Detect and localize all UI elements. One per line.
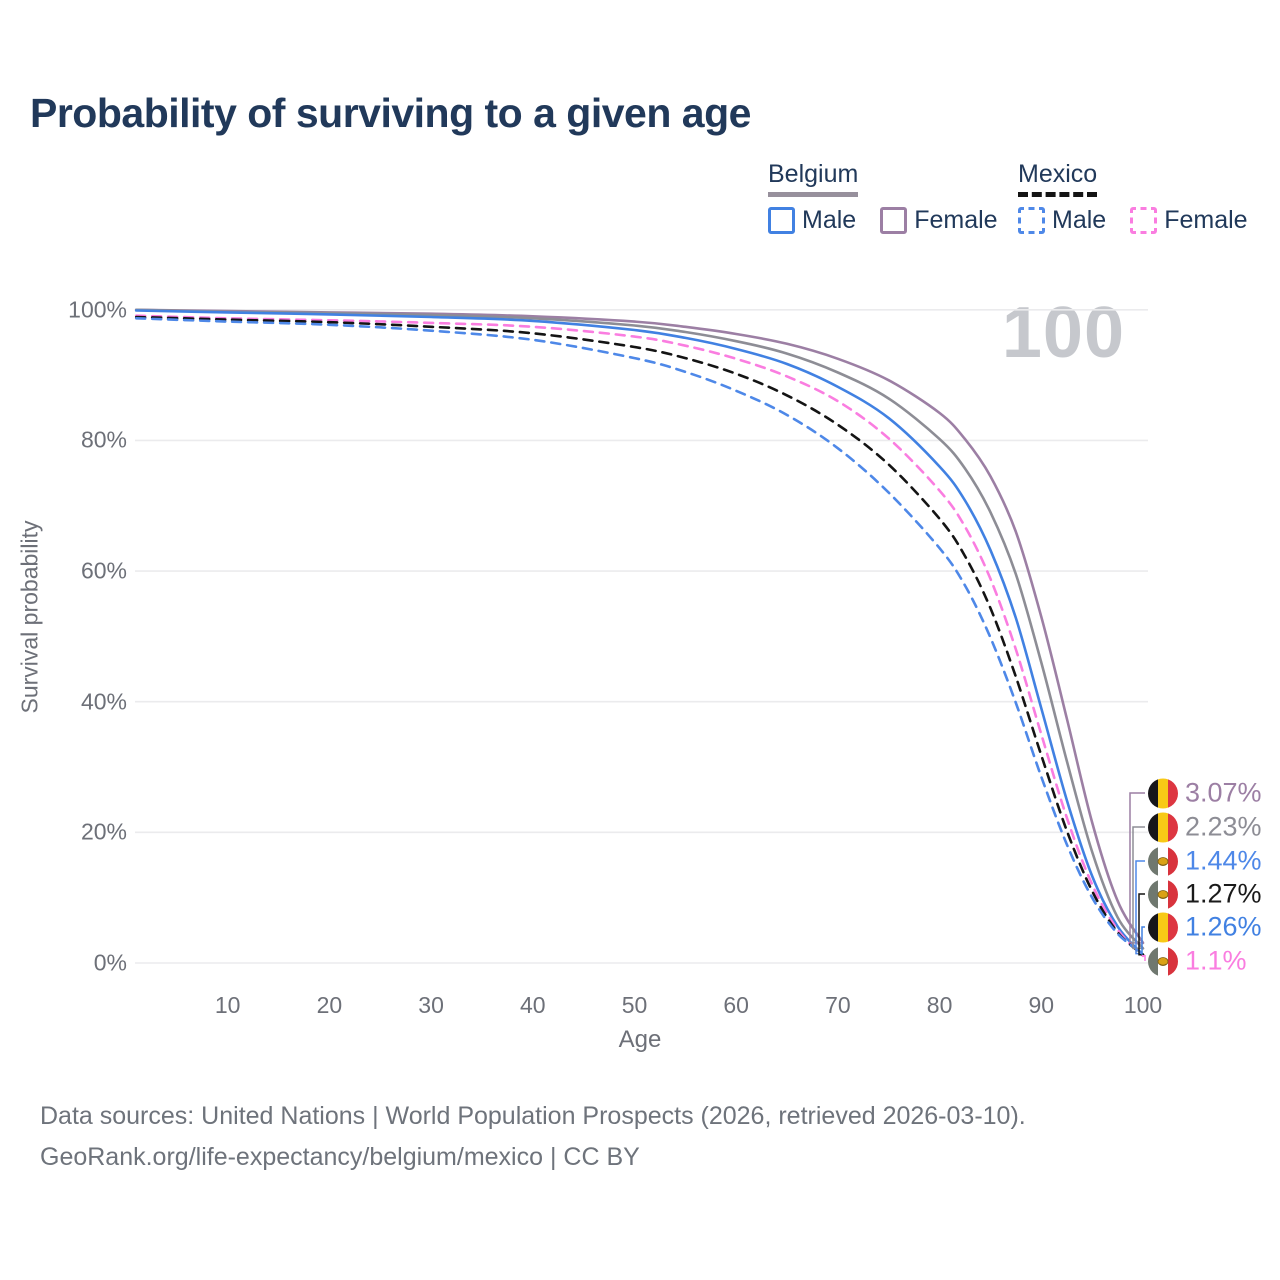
end-label-connector-mexico-female bbox=[1142, 955, 1146, 961]
y-tick-label: 40% bbox=[80, 688, 127, 715]
series-line-belgium-male[interactable] bbox=[134, 309, 1145, 957]
series-line-mexico-female[interactable] bbox=[134, 314, 1145, 958]
legend-group-mexico: Mexico Male Female bbox=[1018, 160, 1248, 235]
mexico-flag-icon bbox=[1148, 879, 1178, 909]
y-tick-label: 0% bbox=[93, 949, 127, 976]
mexico-female-swatch-icon bbox=[1130, 207, 1158, 234]
end-value-label-belgium-male: 1.26% bbox=[1148, 912, 1262, 943]
x-tick-label: 60 bbox=[723, 992, 749, 1018]
y-tick-label: 80% bbox=[80, 426, 127, 453]
footer-attribution: GeoRank.org/life-expectancy/belgium/mexi… bbox=[40, 1143, 640, 1171]
x-tick-label: 20 bbox=[316, 992, 343, 1018]
end-label-connector-belgium-male bbox=[1141, 926, 1145, 955]
belgium-flag-icon bbox=[1148, 812, 1178, 842]
end-value-label-belgium-female: 3.07% bbox=[1148, 778, 1262, 809]
end-label-connector-mexico-both-sexes bbox=[1138, 893, 1145, 956]
y-tick-label: 60% bbox=[80, 557, 127, 584]
series-line-mexico-male[interactable] bbox=[134, 317, 1145, 955]
legend-header-belgium[interactable]: Belgium bbox=[768, 160, 859, 197]
x-tick-label: 90 bbox=[1028, 992, 1055, 1018]
end-value-label-mexico-male: 1.44% bbox=[1148, 846, 1262, 877]
page-title: Probability of surviving to a given age bbox=[30, 90, 751, 136]
x-tick-label: 30 bbox=[418, 992, 444, 1018]
mexico-flag-icon bbox=[1148, 846, 1178, 876]
belgium-female-swatch-icon bbox=[880, 207, 908, 234]
end-value-text: 1.27% bbox=[1185, 878, 1262, 909]
x-tick-label: 70 bbox=[825, 992, 851, 1018]
age-watermark: 100 bbox=[1001, 293, 1125, 373]
x-tick-label: 40 bbox=[520, 992, 546, 1018]
legend-item-belgium-female[interactable]: Female bbox=[880, 206, 998, 235]
end-value-text: 2.23% bbox=[1185, 811, 1262, 842]
belgium-male-swatch-icon bbox=[768, 207, 795, 234]
mexico-male-swatch-icon bbox=[1018, 207, 1045, 234]
x-axis-title: Age bbox=[618, 1026, 662, 1053]
y-tick-label: 20% bbox=[80, 818, 127, 845]
legend-item-mexico-female[interactable]: Female bbox=[1130, 206, 1248, 235]
mexico-flag-icon bbox=[1148, 946, 1178, 976]
end-value-label-belgium-both-sexes: 2.23% bbox=[1148, 812, 1262, 843]
legend-item-label: Female bbox=[914, 206, 998, 234]
belgium-flag-icon bbox=[1148, 912, 1178, 942]
end-value-label-mexico-both-sexes: 1.27% bbox=[1148, 879, 1262, 910]
series-line-belgium-both-sexes[interactable] bbox=[134, 308, 1145, 950]
legend-header-mexico[interactable]: Mexico bbox=[1018, 160, 1098, 197]
series-line-mexico-both-sexes[interactable] bbox=[134, 315, 1145, 956]
y-tick-label: 100% bbox=[68, 296, 127, 323]
end-value-text: 3.07% bbox=[1185, 777, 1262, 808]
legend-item-mexico-male[interactable]: Male bbox=[1018, 206, 1106, 235]
belgium-flag-icon bbox=[1148, 778, 1178, 808]
x-tick-label: 100 bbox=[1123, 992, 1163, 1018]
end-label-connector-belgium-both-sexes bbox=[1132, 826, 1145, 950]
legend-item-label: Male bbox=[1052, 206, 1107, 234]
legend-item-label: Male bbox=[802, 206, 857, 234]
series-line-belgium-female[interactable] bbox=[134, 308, 1145, 945]
legend-group-belgium: Belgium Male Female bbox=[768, 160, 998, 235]
x-tick-label: 50 bbox=[621, 992, 648, 1018]
legend-item-belgium-male[interactable]: Male bbox=[768, 206, 856, 235]
footer-data-sources: Data sources: United Nations | World Pop… bbox=[40, 1102, 1026, 1130]
legend-item-label: Female bbox=[1164, 206, 1248, 234]
x-tick-label: 80 bbox=[926, 992, 953, 1018]
end-value-label-mexico-female: 1.1% bbox=[1148, 946, 1247, 977]
end-value-text: 1.1% bbox=[1185, 945, 1247, 976]
end-value-text: 1.26% bbox=[1185, 911, 1262, 942]
x-tick-label: 10 bbox=[214, 992, 241, 1018]
end-value-text: 1.44% bbox=[1185, 845, 1262, 876]
footer: Data sources: United Nations | World Pop… bbox=[40, 1096, 1026, 1178]
